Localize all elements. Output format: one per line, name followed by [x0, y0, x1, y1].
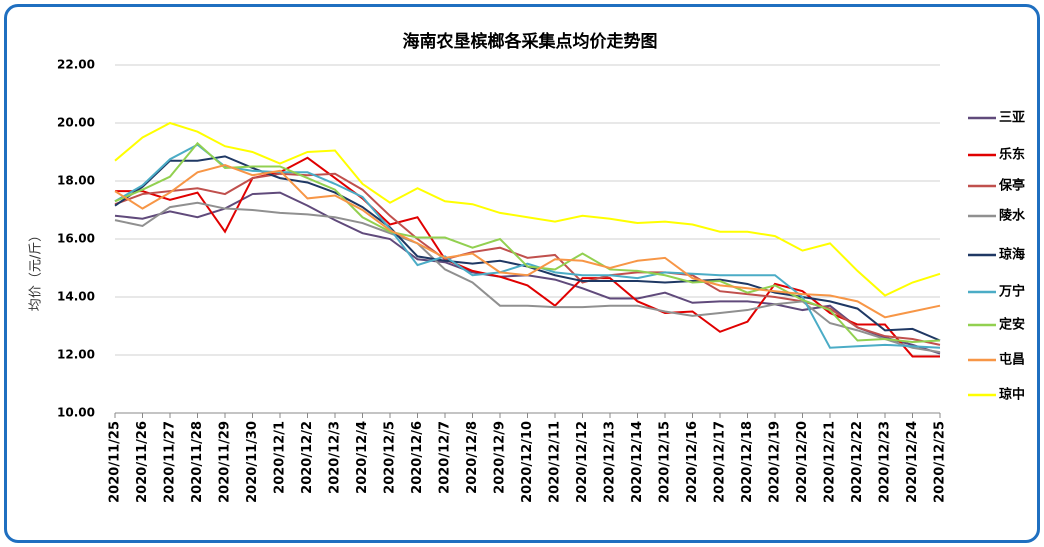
- legend-label: 定安: [998, 317, 1025, 333]
- x-tick-label: 2020/12/1: [273, 421, 288, 494]
- y-tick-label: 12.00: [57, 348, 95, 362]
- series-line: [114, 164, 941, 319]
- x-tick-label: 2020/12/6: [410, 421, 425, 494]
- series-line: [114, 201, 941, 354]
- series-line: [114, 141, 941, 343]
- y-tick-label: 20.00: [57, 116, 95, 130]
- x-tick-label: 2020/12/19: [768, 421, 783, 503]
- legend-label: 屯昌: [999, 352, 1025, 368]
- x-tick-label: 2020/12/9: [493, 421, 508, 494]
- x-tick-label: 2020/11/26: [135, 421, 150, 503]
- x-tick-label: 2020/12/23: [878, 421, 893, 503]
- x-tick-label: 2020/11/30: [245, 421, 260, 503]
- x-tick-label: 2020/12/13: [603, 421, 618, 503]
- x-tick-label: 2020/11/29: [218, 421, 233, 503]
- x-tick-label: 2020/12/2: [300, 421, 315, 494]
- x-tick-label: 2020/12/7: [438, 421, 453, 494]
- x-tick-label: 2020/12/22: [850, 421, 865, 503]
- legend-label: 万宁: [998, 284, 1025, 300]
- x-tick-label: 2020/12/16: [685, 421, 700, 503]
- x-tick-label: 2020/12/5: [383, 421, 398, 494]
- legend-label: 保亭: [998, 178, 1025, 194]
- y-axis-label: 均价（元/斤）: [29, 229, 44, 311]
- x-tick-label: 2020/12/8: [465, 421, 480, 494]
- y-tick-label: 22.00: [57, 58, 95, 72]
- legend-label: 乐东: [999, 147, 1025, 163]
- y-tick-label: 18.00: [57, 174, 95, 188]
- x-tick-label: 2020/12/3: [328, 421, 343, 494]
- legend-label: 琼海: [999, 247, 1025, 263]
- x-tick-label: 2020/12/18: [740, 421, 755, 503]
- legend-label: 琼中: [999, 387, 1025, 403]
- chart-title: 海南农垦槟榔各采集点均价走势图: [403, 31, 658, 52]
- y-tick-label: 10.00: [57, 406, 95, 420]
- x-tick-label: 2020/11/25: [108, 421, 123, 503]
- y-tick-label: 16.00: [57, 232, 95, 246]
- x-tick-label: 2020/12/14: [630, 421, 645, 503]
- series-line: [114, 172, 941, 346]
- x-tick-label: 2020/12/15: [658, 421, 673, 503]
- x-tick-label: 2020/12/12: [575, 421, 590, 503]
- x-tick-label: 2020/11/28: [190, 421, 205, 503]
- x-tick-label: 2020/12/17: [713, 421, 728, 503]
- series-line: [114, 121, 941, 297]
- x-tick-label: 2020/12/11: [548, 421, 563, 503]
- x-tick-label: 2020/11/27: [163, 421, 178, 503]
- series-line: [114, 143, 941, 349]
- x-tick-label: 2020/12/21: [823, 421, 838, 503]
- x-tick-label: 2020/12/10: [520, 421, 535, 503]
- y-tick-label: 14.00: [57, 290, 95, 304]
- x-tick-label: 2020/12/4: [355, 421, 370, 494]
- legend-label: 陵水: [999, 208, 1026, 224]
- x-tick-label: 2020/12/24: [905, 421, 920, 503]
- frame: [4, 4, 1040, 543]
- x-tick-label: 2020/12/20: [795, 421, 810, 503]
- x-tick-label: 2020/12/25: [933, 421, 948, 503]
- legend-label: 三亚: [999, 111, 1025, 126]
